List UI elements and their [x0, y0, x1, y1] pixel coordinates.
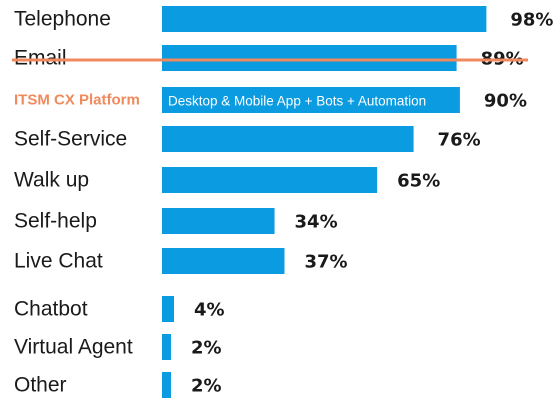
category-label-self-service: Self-Service [14, 128, 127, 151]
bar-self-service [162, 126, 414, 152]
bar-telephone [162, 6, 487, 32]
bar-walk-up [162, 167, 378, 193]
category-label-other: Other [14, 374, 67, 397]
bar-self-help [162, 208, 275, 234]
value-label-telephone: 98% [510, 10, 553, 31]
bar-virtual-agent [162, 334, 171, 360]
bar-itsm-cx-platform [162, 87, 460, 113]
category-label-walk-up: Walk up [14, 169, 89, 192]
bar-live-chat [162, 248, 285, 274]
value-label-virtual-agent: 2% [191, 338, 222, 359]
value-label-itsm-cx-platform: 90% [484, 91, 527, 112]
value-label-self-service: 76% [438, 130, 481, 151]
bar-chatbot [162, 296, 174, 322]
value-label-walk-up: 65% [397, 171, 440, 192]
category-label-telephone: Telephone [14, 8, 111, 31]
value-label-self-help: 34% [295, 212, 338, 233]
category-label-virtual-agent: Virtual Agent [14, 336, 133, 359]
category-label-itsm-cx-platform: ITSM CX Platform [14, 92, 140, 109]
value-label-live-chat: 37% [304, 252, 347, 273]
bar-inner-text-itsm-cx-platform: Desktop & Mobile App + Bots + Automation [168, 94, 426, 109]
value-label-other: 2% [191, 376, 222, 397]
category-label-self-help: Self-help [14, 210, 97, 233]
category-label-live-chat: Live Chat [14, 250, 103, 273]
bar-email [162, 45, 457, 71]
category-label-email: Email [14, 47, 67, 70]
value-label-chatbot: 4% [194, 300, 225, 321]
bar-other [162, 372, 171, 398]
category-label-chatbot: Chatbot [14, 298, 88, 321]
